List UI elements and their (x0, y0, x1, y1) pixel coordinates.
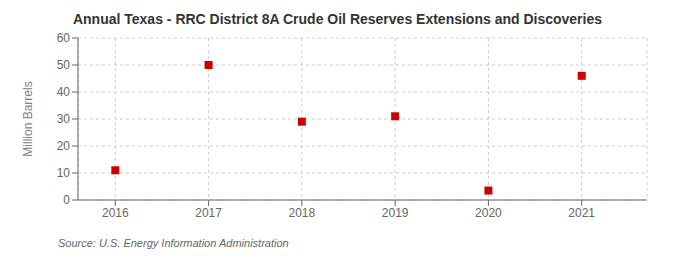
svg-text:0: 0 (63, 193, 70, 207)
svg-text:2018: 2018 (289, 206, 316, 220)
svg-text:2021: 2021 (568, 206, 595, 220)
html-text:Annual Texas - RRC District 8A: Annual Texas - RRC District 8A Crude Oil… (73, 11, 602, 27)
svg-text:40: 40 (57, 85, 71, 99)
svg-text:30: 30 (57, 112, 71, 126)
svg-text:50: 50 (57, 58, 71, 72)
svg-text:2017: 2017 (195, 206, 222, 220)
svg-text:Million Barrels: Million Barrels (21, 81, 35, 156)
svg-text:20: 20 (57, 139, 71, 153)
svg-text:60: 60 (57, 31, 71, 45)
svg-text:2016: 2016 (102, 206, 129, 220)
svg-text:2020: 2020 (475, 206, 502, 220)
svg-text:2019: 2019 (382, 206, 409, 220)
svg-text:10: 10 (57, 166, 71, 180)
html-text:Source: U.S. Energy Informatio: Source: U.S. Energy Information Administ… (58, 237, 289, 249)
